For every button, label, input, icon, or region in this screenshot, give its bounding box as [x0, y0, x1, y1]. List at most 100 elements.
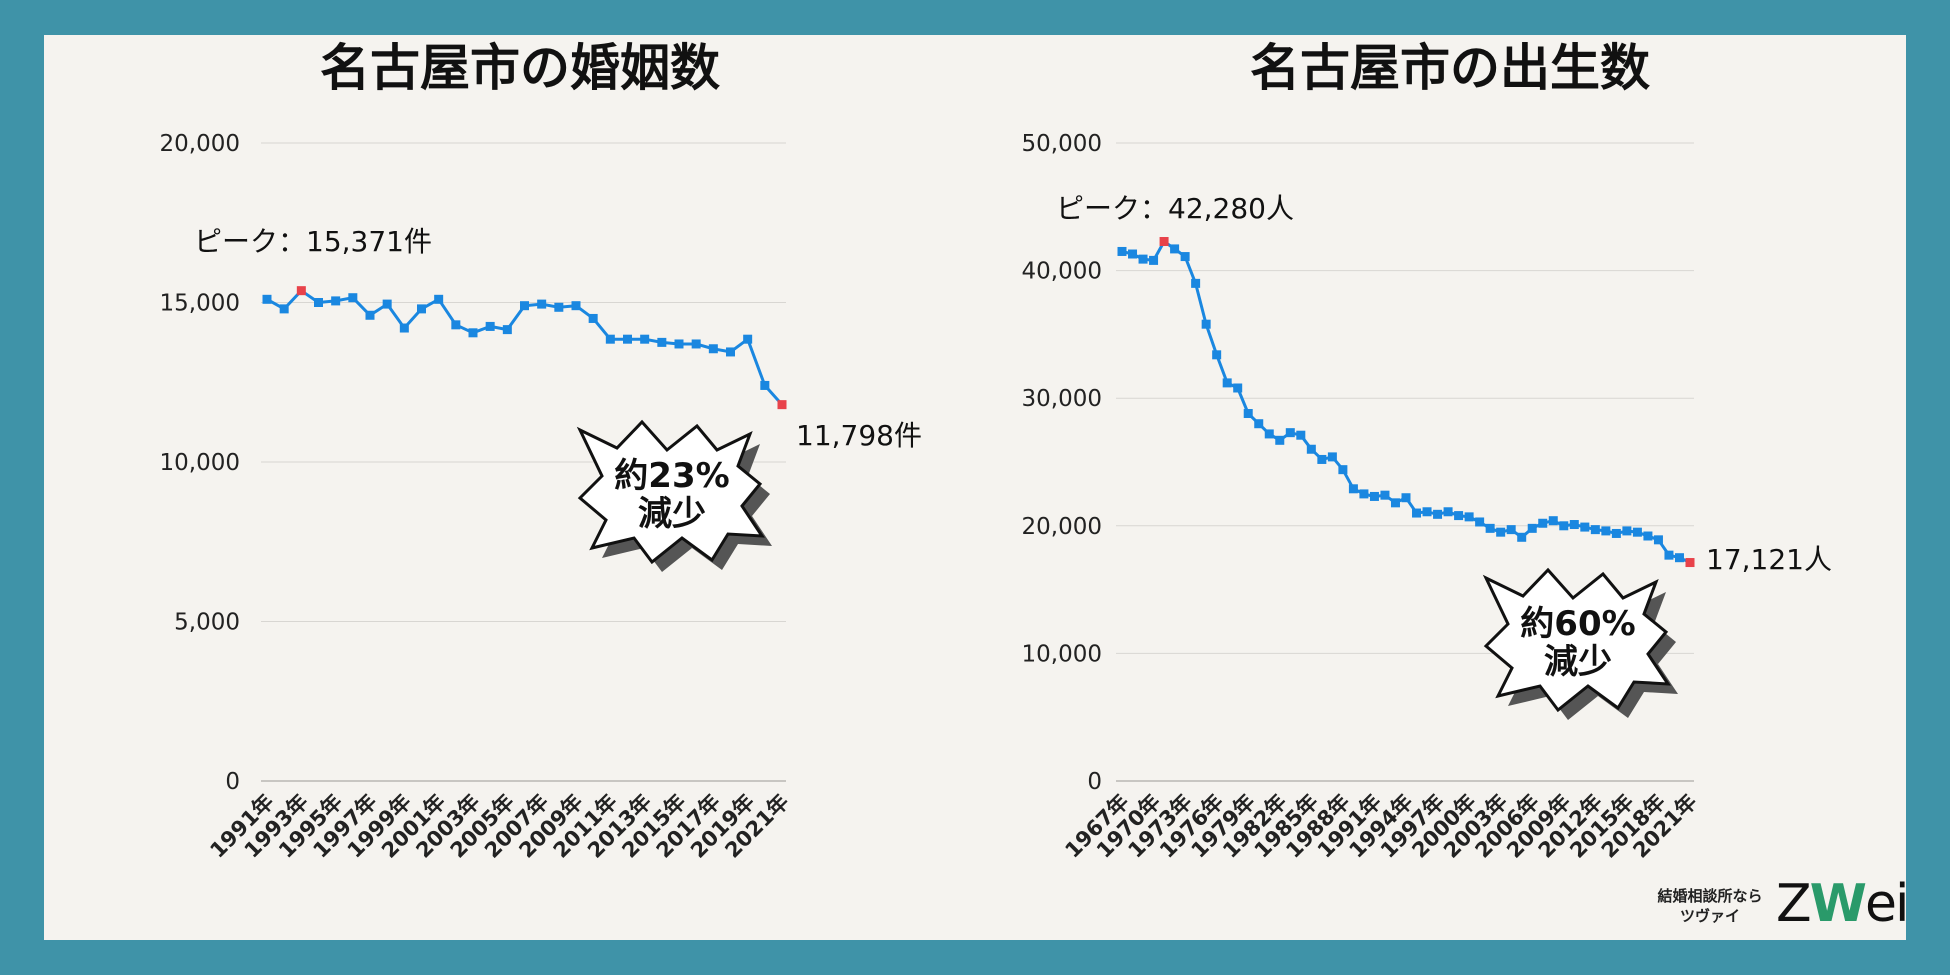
data-point	[1138, 254, 1148, 264]
zwei-logo: ZWei	[1776, 874, 1909, 934]
data-point	[1580, 522, 1590, 532]
data-point	[1338, 465, 1348, 475]
data-point	[1170, 244, 1180, 254]
data-point	[1485, 523, 1495, 533]
data-point	[451, 320, 461, 330]
data-point	[674, 339, 684, 349]
data-point	[1380, 490, 1390, 500]
y-tick-label: 20,000	[1022, 514, 1102, 540]
data-point	[708, 344, 718, 354]
data-point	[1517, 532, 1527, 542]
data-point	[1369, 491, 1379, 501]
data-point	[1443, 507, 1453, 517]
data-point	[331, 296, 341, 306]
data-point	[1222, 378, 1232, 388]
data-point	[434, 294, 444, 304]
data-point	[262, 294, 272, 304]
brand-line-1: 結婚相談所なら	[1657, 887, 1763, 905]
data-point	[382, 299, 392, 309]
last-value-annotation: 11,798件	[796, 419, 922, 452]
data-point	[1359, 489, 1369, 499]
data-point	[605, 334, 615, 344]
data-point	[1548, 516, 1558, 526]
y-tick-label: 0	[225, 769, 240, 795]
peak-annotation: ピーク：15,371件	[194, 225, 432, 258]
data-point	[1664, 550, 1674, 560]
data-point	[726, 347, 735, 357]
data-point	[1632, 527, 1642, 537]
data-point	[1433, 509, 1443, 519]
data-point	[1506, 525, 1516, 535]
data-point	[1254, 419, 1264, 429]
data-point	[1149, 255, 1159, 265]
data-point	[417, 304, 426, 314]
data-point	[365, 310, 375, 320]
data-point	[760, 380, 770, 390]
data-point	[1201, 319, 1211, 329]
data-point	[1622, 526, 1632, 536]
data-point	[1285, 428, 1295, 438]
data-point	[1243, 409, 1253, 419]
badge-percent-text: 約60%	[1520, 604, 1635, 644]
data-point	[1264, 429, 1274, 439]
data-point	[314, 298, 323, 307]
data-point	[468, 328, 478, 338]
data-point	[1412, 508, 1422, 518]
peak-point-marker	[1159, 237, 1169, 247]
data-point	[1475, 517, 1485, 527]
data-point	[502, 325, 512, 335]
logo-ei: ei	[1864, 874, 1909, 934]
last-point-marker	[777, 400, 787, 410]
data-point	[1454, 511, 1464, 521]
badge-decrease-text: 減少	[1544, 642, 1612, 682]
last-value-annotation: 17,121人	[1706, 543, 1832, 576]
y-tick-label: 10,000	[160, 450, 240, 476]
y-tick-label: 15,000	[160, 291, 240, 317]
data-point	[1327, 452, 1337, 462]
data-point	[640, 334, 650, 344]
data-point	[1275, 435, 1285, 445]
data-point	[1559, 521, 1569, 531]
y-tick-label: 50,000	[1022, 131, 1102, 157]
brand-line-2: ツヴァイ	[1679, 907, 1740, 925]
logo-z: Z	[1776, 874, 1812, 934]
data-point	[520, 301, 529, 311]
y-tick-label: 5,000	[174, 610, 240, 636]
data-point	[571, 301, 581, 311]
data-point	[537, 299, 547, 309]
data-point	[1643, 531, 1653, 541]
badge-percent-text: 約23%	[614, 456, 729, 496]
data-point	[1674, 553, 1684, 563]
brand-tagline: 結婚相談所なら ツヴァイ	[1640, 886, 1780, 926]
data-point	[657, 337, 667, 347]
data-point	[1191, 278, 1201, 288]
data-point	[588, 313, 598, 323]
data-point	[399, 323, 409, 333]
decrease-badge	[576, 419, 765, 565]
data-point	[1653, 535, 1663, 545]
data-point	[1601, 526, 1611, 536]
data-point	[1128, 249, 1138, 259]
data-point	[1538, 518, 1548, 528]
data-point	[1296, 430, 1306, 440]
y-tick-label: 0	[1087, 769, 1102, 795]
data-point	[1569, 520, 1579, 530]
data-point	[1496, 527, 1506, 537]
y-tick-label: 30,000	[1022, 386, 1102, 412]
badge-decrease-text: 減少	[638, 494, 706, 534]
data-point	[1390, 498, 1400, 508]
data-point	[1590, 525, 1600, 535]
data-point	[1117, 246, 1127, 256]
data-point	[691, 339, 701, 349]
logo-heart-w: W	[1809, 874, 1867, 934]
data-point	[1212, 350, 1222, 360]
data-point	[1306, 444, 1316, 454]
data-point	[623, 334, 632, 344]
data-point	[279, 304, 289, 314]
y-tick-label: 10,000	[1022, 641, 1102, 667]
y-tick-label: 40,000	[1022, 259, 1102, 285]
data-point	[1348, 484, 1358, 494]
series-line	[1121, 240, 1691, 564]
y-tick-label: 20,000	[160, 131, 240, 157]
